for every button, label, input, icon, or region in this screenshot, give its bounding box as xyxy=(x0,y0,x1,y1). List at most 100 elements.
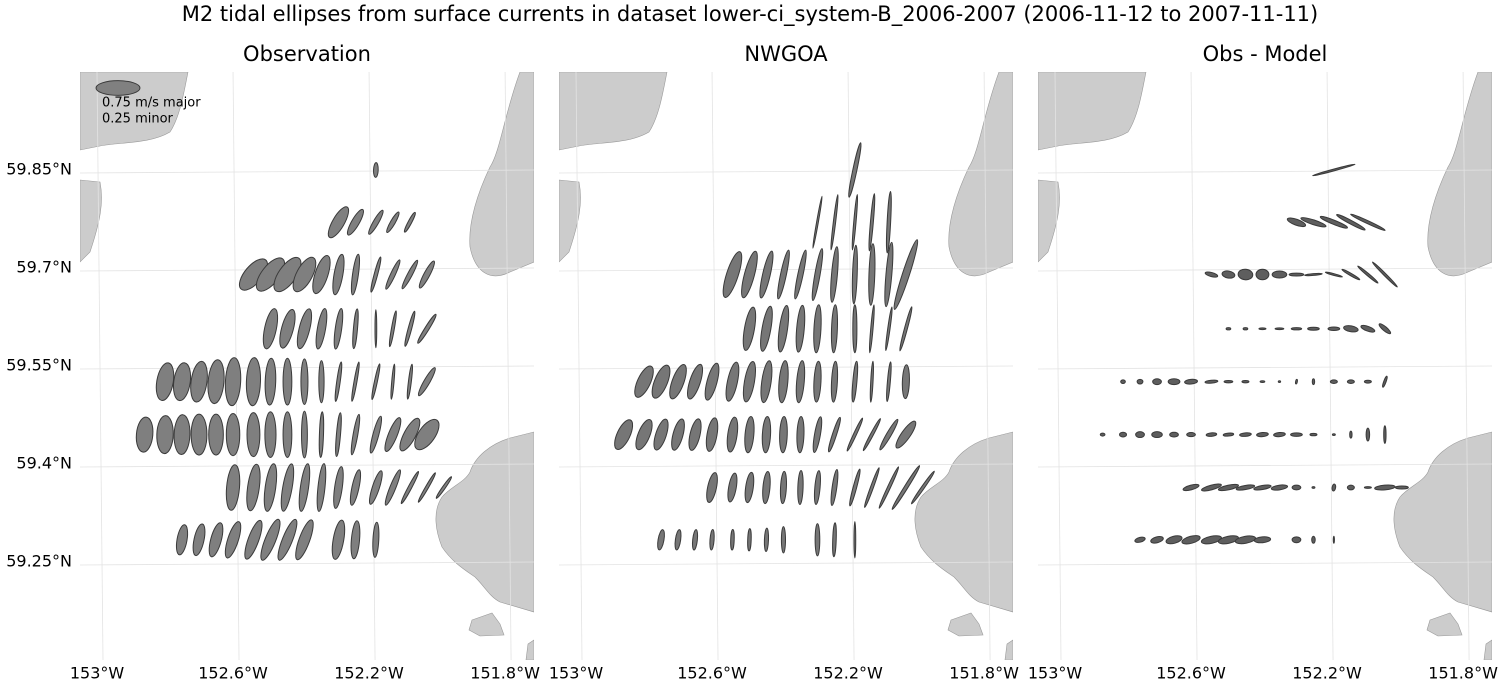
x-tick-label: 151.8°W xyxy=(1428,664,1498,683)
map-area xyxy=(80,72,534,660)
tidal-ellipse xyxy=(1378,323,1392,335)
tidal-ellipse xyxy=(852,304,858,354)
tidal-ellipse xyxy=(779,470,787,505)
tidal-ellipse xyxy=(657,529,665,551)
x-tick-label: 153°W xyxy=(1028,664,1083,683)
tidal-ellipse xyxy=(1134,536,1146,543)
tidal-ellipse xyxy=(404,310,416,347)
tidal-ellipse xyxy=(762,470,771,505)
tidal-ellipse xyxy=(830,304,839,354)
tidal-ellipse xyxy=(335,412,342,457)
x-tick-label: 153°W xyxy=(70,664,125,683)
tidal-ellipse xyxy=(388,310,397,348)
tidal-ellipse xyxy=(744,471,755,504)
tidal-ellipse xyxy=(1312,163,1356,177)
figure-title: M2 tidal ellipses from surface currents … xyxy=(182,2,1318,27)
tidal-ellipse xyxy=(173,414,191,456)
tidal-ellipse xyxy=(864,467,880,508)
tidal-ellipse xyxy=(327,206,350,239)
tidal-ellipse xyxy=(1169,431,1179,438)
tidal-ellipse xyxy=(760,360,773,404)
tidal-ellipse xyxy=(759,250,774,299)
tidal-ellipse xyxy=(830,469,839,507)
tidal-ellipse xyxy=(1225,327,1232,331)
grid-line xyxy=(1038,561,1492,566)
tidal-ellipse xyxy=(371,363,381,400)
y-tick-label: 59.85°N xyxy=(6,160,72,179)
tidal-ellipse xyxy=(403,211,416,233)
tidal-ellipse xyxy=(1274,327,1285,331)
grid-line xyxy=(1190,72,1198,660)
tidal-ellipse xyxy=(385,259,401,290)
tidal-ellipse xyxy=(1258,327,1267,331)
tidal-ellipse xyxy=(878,466,900,509)
tidal-ellipse xyxy=(778,360,789,404)
tidal-ellipse xyxy=(386,211,400,233)
tidal-ellipse xyxy=(1357,265,1379,284)
tidal-ellipse xyxy=(331,519,346,560)
tidal-ellipse xyxy=(277,518,298,561)
grid-line xyxy=(1038,169,1492,174)
tidal-ellipse xyxy=(332,253,345,296)
tidal-ellipse xyxy=(349,469,362,506)
tidal-ellipse xyxy=(1311,378,1316,386)
tidal-ellipse xyxy=(722,251,743,298)
tidal-ellipse xyxy=(1304,272,1323,277)
tidal-ellipse xyxy=(1259,380,1266,384)
tidal-ellipse xyxy=(1223,380,1234,384)
tidal-ellipse xyxy=(346,208,364,236)
x-tick-label: 151.8°W xyxy=(949,664,1019,683)
tidal-ellipse xyxy=(705,417,719,452)
tidal-ellipse xyxy=(1235,484,1256,491)
tidal-ellipse xyxy=(292,256,317,293)
tidal-ellipse xyxy=(350,520,361,560)
tidal-ellipse xyxy=(175,524,189,556)
y-tick-label: 59.4°N xyxy=(16,454,72,473)
tidal-ellipse xyxy=(1383,425,1387,444)
grid-line xyxy=(559,169,1013,174)
tidal-ellipse xyxy=(1152,378,1162,386)
tidal-ellipse xyxy=(1253,484,1272,491)
tidal-ellipse xyxy=(264,411,277,458)
tidal-ellipse xyxy=(1332,535,1335,544)
panel-title: Observation xyxy=(243,42,371,66)
tidal-ellipse xyxy=(899,306,913,352)
tidal-ellipse xyxy=(1331,433,1336,436)
tidal-ellipse xyxy=(1255,268,1270,281)
tidal-ellipse xyxy=(853,521,857,559)
tidal-ellipse xyxy=(814,523,821,557)
tidal-ellipse xyxy=(797,470,804,506)
tidal-ellipse xyxy=(282,357,293,406)
tidal-ellipse xyxy=(830,360,839,403)
tidal-ellipse xyxy=(208,522,224,558)
tidal-ellipse xyxy=(135,416,154,453)
tidal-ellipse xyxy=(1234,535,1257,545)
tidal-ellipse xyxy=(414,418,440,451)
tidal-ellipse xyxy=(1307,326,1320,331)
tidal-ellipse xyxy=(1184,378,1198,385)
tidal-ellipse xyxy=(851,244,858,305)
tidal-ellipse xyxy=(1374,484,1396,491)
tidal-ellipse xyxy=(901,364,910,400)
tidal-ellipse xyxy=(435,476,453,499)
panel-title: NWGOA xyxy=(744,42,828,66)
tidal-ellipse xyxy=(263,463,278,512)
tidal-ellipse xyxy=(1204,379,1219,384)
tidal-ellipse xyxy=(891,465,921,510)
tidal-ellipse xyxy=(1256,431,1269,438)
x-tick-label: 153°W xyxy=(549,664,604,683)
tidal-ellipse xyxy=(741,250,758,299)
tidal-ellipse xyxy=(1311,486,1316,489)
tidal-ellipse xyxy=(614,419,634,450)
tidal-ellipse xyxy=(796,415,805,454)
tidal-ellipse xyxy=(777,249,790,300)
tidal-ellipse xyxy=(893,239,919,310)
tidal-ellipse xyxy=(830,246,839,303)
tidal-ellipse xyxy=(207,359,225,405)
tidal-ellipse xyxy=(315,308,328,350)
tidal-ellipse xyxy=(813,360,822,403)
tidal-ellipse xyxy=(1217,483,1239,492)
land xyxy=(1038,72,1492,660)
tidal-ellipse xyxy=(849,468,861,507)
tidal-ellipse xyxy=(225,413,241,457)
